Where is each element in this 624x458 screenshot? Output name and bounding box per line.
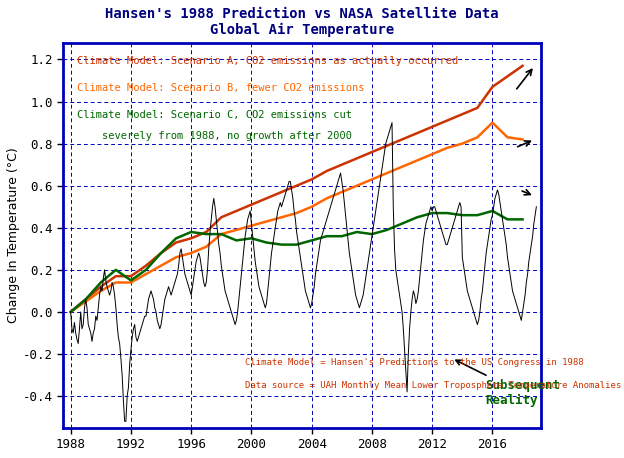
Text: Subsequent
Reality: Subsequent Reality — [456, 360, 560, 407]
Text: severely from 1988, no growth after 2000: severely from 1988, no growth after 2000 — [77, 131, 353, 141]
Title: Hansen's 1988 Prediction vs NASA Satellite Data
Global Air Temperature: Hansen's 1988 Prediction vs NASA Satelli… — [105, 7, 499, 38]
Text: Climate Model: Scenario A, CO2 emissions as actually occurred: Climate Model: Scenario A, CO2 emissions… — [77, 56, 459, 66]
Text: Climate Model = Hansen's Predictions to the US Congress in 1988: Climate Model = Hansen's Predictions to … — [245, 358, 583, 367]
Text: Data source = UAH Monthly Mean Lower Troposphere Temperature Anomalies: Data source = UAH Monthly Mean Lower Tro… — [245, 382, 621, 390]
Text: Climate Model: Scenario C, CO2 emissions cut: Climate Model: Scenario C, CO2 emissions… — [77, 110, 353, 120]
Y-axis label: Change In Temperature (°C): Change In Temperature (°C) — [7, 147, 20, 323]
Text: Climate Model: Scenario B, fewer CO2 emissions: Climate Model: Scenario B, fewer CO2 emi… — [77, 83, 365, 93]
